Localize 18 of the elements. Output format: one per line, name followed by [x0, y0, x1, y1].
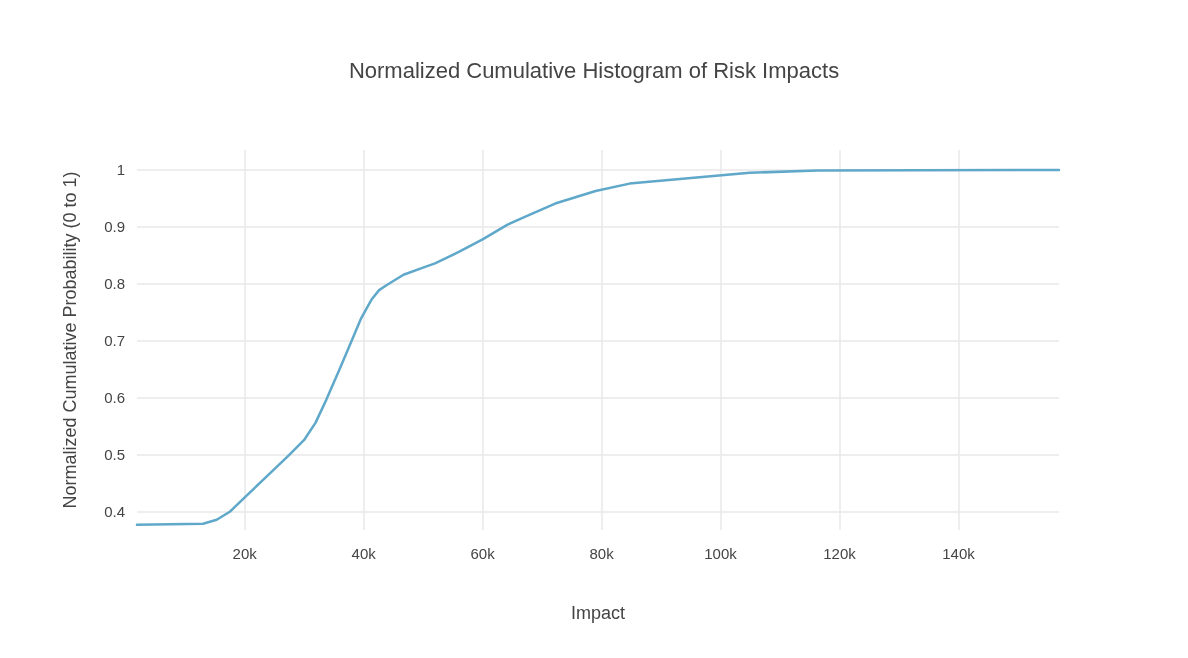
x-tick-label: 20k	[232, 545, 258, 562]
x-tick-label: 40k	[351, 545, 377, 562]
y-tick-label: 1	[116, 161, 125, 179]
y-tick-label: 0.8	[104, 275, 125, 293]
x-tick-label: 100k	[704, 545, 738, 562]
x-tick-label: 120k	[823, 545, 857, 562]
y-tick-label: 0.7	[104, 332, 125, 350]
x-tick-label: 80k	[589, 545, 615, 562]
y-tick-label: 0.6	[104, 389, 125, 407]
y-tick-label: 0.4	[104, 503, 125, 521]
y-tick-label: 0.9	[104, 218, 125, 236]
y-tick-label: 0.5	[104, 446, 125, 464]
x-axis-title: Impact	[570, 603, 626, 623]
chart-title: Normalized Cumulative Histogram of Risk Impacts	[348, 57, 840, 83]
line-series	[135, 168, 1061, 527]
x-tick-label: 140k	[942, 545, 976, 562]
x-tick-label: 60k	[470, 545, 496, 562]
y-axis-title: Normalized Cumulative Probability (0 to 1)	[60, 171, 80, 509]
